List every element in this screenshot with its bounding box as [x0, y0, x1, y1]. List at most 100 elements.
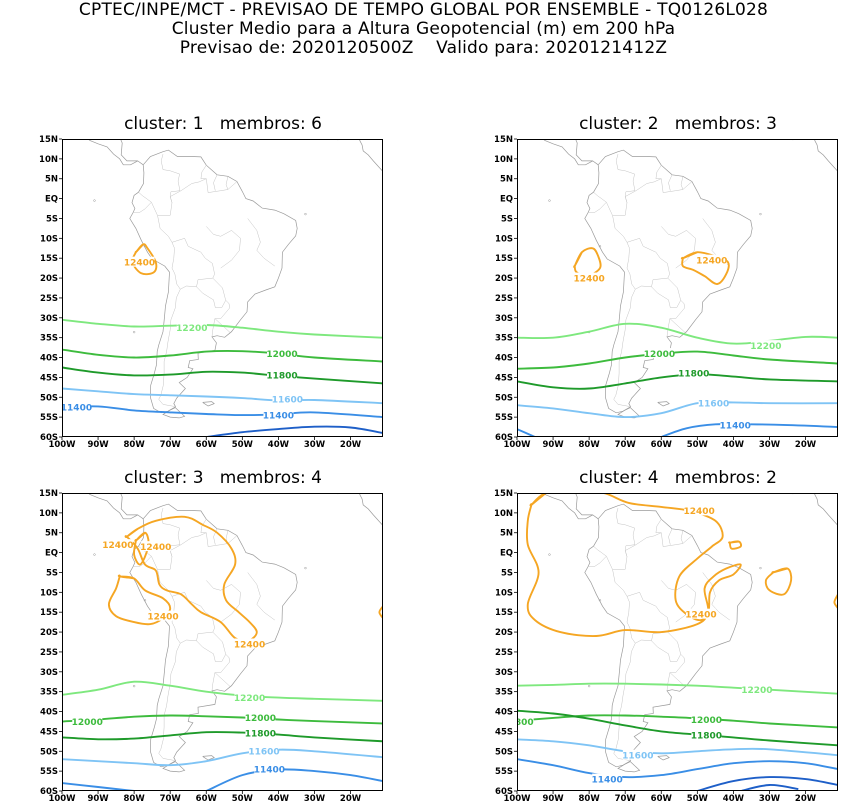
panel-title-1: cluster: 1 membros: 6: [124, 114, 322, 134]
x-tick-label: 80W: [124, 440, 146, 450]
y-tick-label: 30S: [40, 668, 58, 678]
y-tick-label: 45S: [40, 727, 58, 737]
y-tick-label: 50S: [40, 393, 58, 403]
chart-subtitle: Cluster Medio para a Altura Geopotencial…: [171, 19, 676, 39]
contour-12000-5: [62, 714, 383, 725]
y-tick-label: 25S: [40, 294, 58, 304]
y-tick-label: 20S: [495, 628, 513, 638]
contour-label: 11400: [263, 411, 294, 421]
x-tick-label: 30W: [304, 440, 326, 450]
contour-label-bg: [248, 745, 279, 756]
contour-label: 12400: [234, 640, 265, 650]
contour-12000-3: [517, 350, 838, 370]
contour-label-bg: [644, 348, 675, 359]
contour-11200-10: [740, 784, 799, 791]
contour-12200-1: [62, 318, 383, 339]
x-tick-label: 50W: [687, 440, 709, 450]
contour-12200-4: [517, 682, 838, 695]
x-tick-label: 20W: [795, 794, 817, 803]
x-tick-label: 40W: [723, 794, 745, 803]
contour-12400-1: [573, 247, 602, 278]
contour-11400-6: [517, 428, 536, 437]
y-tick-label: 40S: [495, 354, 513, 364]
y-tick-label: 40S: [40, 354, 58, 364]
contour-lines: [62, 515, 383, 791]
y-tick-label: 10N: [494, 509, 513, 519]
contour-lines: [62, 243, 383, 437]
y-tick-label: 10S: [40, 234, 58, 244]
x-tick-label: 30W: [304, 794, 326, 803]
y-tick-label: 5N: [45, 529, 58, 539]
contour-label: 11400: [61, 404, 92, 414]
contour-label: 12200: [741, 686, 772, 696]
x-tick-label: 40W: [268, 440, 290, 450]
contour-label-bg: [267, 369, 298, 380]
y-tick-label: 20S: [495, 274, 513, 284]
contour-12200-2: [517, 322, 838, 345]
y-tick-label: 25S: [495, 294, 513, 304]
contour-label: 11600: [272, 396, 303, 406]
contour-label: 12400: [147, 612, 178, 622]
chart-title: CPTEC/INPE/MCT - PREVISAO DE TEMPO GLOBA…: [78, 0, 769, 20]
contour-label-bg: [245, 727, 276, 738]
x-tick-label: 70W: [615, 794, 637, 803]
contour-label-bg: [267, 348, 298, 359]
contour-label-bg: [592, 773, 623, 784]
contour-11800-6: [517, 709, 838, 747]
panel-title-3: cluster: 3 membros: 4: [124, 468, 322, 488]
x-tick-label: 90W: [87, 794, 109, 803]
coastlines: [542, 139, 838, 419]
contour-label-bg: [72, 715, 103, 726]
contour-label-bg: [678, 367, 709, 378]
contour-12400-0: [131, 243, 158, 276]
x-tick-label: 100W: [503, 794, 531, 803]
x-tick-label: 90W: [542, 440, 564, 450]
x-tick-label: 90W: [542, 794, 564, 803]
y-tick-label: 55S: [495, 767, 513, 777]
contour-label: 11600: [622, 752, 653, 762]
y-tick-label: 50S: [495, 393, 513, 403]
y-tick-label: 25S: [40, 648, 58, 658]
map-panel-3: 12400 12400 12400 12400 12200 12000 12000 11800…: [39, 489, 383, 803]
y-tick-label: 30S: [40, 314, 58, 324]
contour-11800-4: [517, 373, 838, 390]
y-tick-label: 5S: [46, 568, 58, 578]
contour-12000-5: [517, 714, 838, 729]
y-tick-label: 40S: [495, 708, 513, 718]
y-tick-label: EQ: [500, 195, 513, 205]
contour-label-bg: [698, 397, 729, 408]
contour-11400-8: [62, 782, 135, 791]
x-tick-label: 100W: [503, 440, 531, 450]
y-tick-label: 20S: [40, 628, 58, 638]
contour-label: 11400: [720, 421, 751, 431]
contour-label: 12400: [140, 543, 171, 553]
contour-label-bg: [691, 713, 722, 724]
contour-11400-8: [517, 758, 838, 779]
y-tick-label: EQ: [500, 549, 513, 559]
contour-12400-2: [107, 574, 172, 626]
contour-label-bg: [517, 715, 534, 726]
contour-label-bg: [147, 610, 178, 621]
contour-label: 12000: [266, 350, 297, 360]
x-tick-label: 40W: [723, 440, 745, 450]
y-tick-label: 15S: [495, 608, 513, 618]
x-tick-label: 100W: [48, 794, 76, 803]
country-borders: [588, 154, 730, 408]
y-tick-label: 55S: [495, 413, 513, 423]
y-tick-label: 55S: [40, 767, 58, 777]
contour-label: 11400: [254, 765, 285, 775]
panel-title-2: cluster: 2 membros: 3: [579, 114, 777, 134]
contour-12200-4: [62, 680, 383, 702]
contour-11600-4: [62, 387, 383, 405]
y-tick-label: 60S: [40, 433, 58, 443]
x-tick-label: 70W: [615, 440, 637, 450]
contour-label-bg: [102, 539, 133, 550]
contour-lines: [517, 493, 838, 791]
y-tick-label: 60S: [495, 787, 513, 797]
contour-label-bg: [691, 729, 722, 740]
y-tick-label: 15S: [495, 254, 513, 264]
y-tick-label: 30S: [495, 314, 513, 324]
contour-12400-2: [764, 567, 793, 596]
y-tick-label: 10S: [40, 588, 58, 598]
